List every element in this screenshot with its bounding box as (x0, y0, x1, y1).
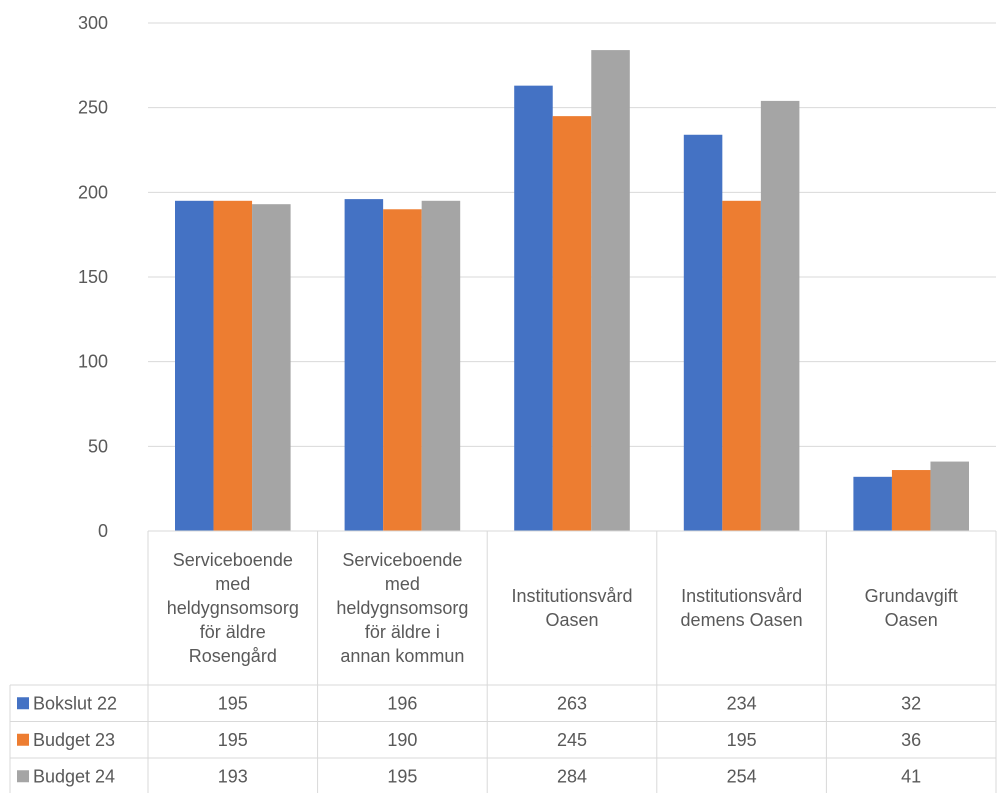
y-tick-label: 250 (78, 98, 108, 118)
bar (591, 50, 630, 532)
bar (683, 134, 723, 531)
bar (853, 476, 892, 531)
data-label: 190 (387, 730, 417, 750)
bar (213, 200, 253, 532)
data-label: 32 (901, 693, 921, 713)
y-tick-label: 50 (88, 436, 108, 456)
data-label: 195 (727, 730, 757, 750)
data-label: 195 (218, 693, 248, 713)
data-label: 234 (727, 693, 757, 713)
data-label: 41 (901, 766, 921, 786)
y-tick-label: 150 (78, 267, 108, 287)
bar (891, 470, 931, 531)
data-label: 36 (901, 730, 921, 750)
legend-label: Budget 23 (33, 730, 115, 750)
category-label: Institutionsvård demens Oasen (681, 586, 803, 630)
bar (421, 200, 461, 532)
data-table: Serviceboende med heldygnsomsorg för äldre R… (9, 530, 997, 793)
bar (760, 100, 800, 531)
y-tick-label: 100 (78, 352, 108, 372)
data-label: 195 (218, 730, 248, 750)
category-label: Institutionsvård Oasen (511, 586, 632, 630)
legend-label: Budget 24 (33, 766, 115, 786)
legend-label: Bokslut 22 (33, 693, 117, 713)
data-label: 284 (557, 766, 587, 786)
data-label: 254 (727, 766, 757, 786)
legend-swatch (17, 733, 29, 746)
data-label: 193 (218, 766, 248, 786)
data-label: 245 (557, 730, 587, 750)
bar (175, 200, 214, 532)
bar (383, 209, 422, 531)
y-axis: 0 50 100 150 200 250 300 (78, 13, 108, 541)
category-label: Serviceboende med heldygnsomsorg för äldre R… (167, 550, 299, 666)
y-tick-label: 0 (98, 521, 108, 541)
category-label: Grundavgift Oasen (865, 586, 958, 630)
data-label: 263 (557, 693, 587, 713)
legend-swatch (17, 770, 29, 783)
bars (175, 50, 969, 532)
bar (722, 200, 761, 532)
legend-swatch (17, 697, 29, 710)
bar (552, 116, 592, 531)
bar (514, 85, 553, 532)
data-label: 196 (387, 693, 417, 713)
data-label: 195 (387, 766, 417, 786)
y-tick-label: 300 (78, 13, 108, 33)
y-tick-label: 200 (78, 182, 108, 202)
bar (252, 204, 291, 532)
bar (344, 199, 384, 531)
category-label: Serviceboende med heldygnsomsorg för äldre … (336, 550, 468, 666)
bar (930, 461, 969, 531)
